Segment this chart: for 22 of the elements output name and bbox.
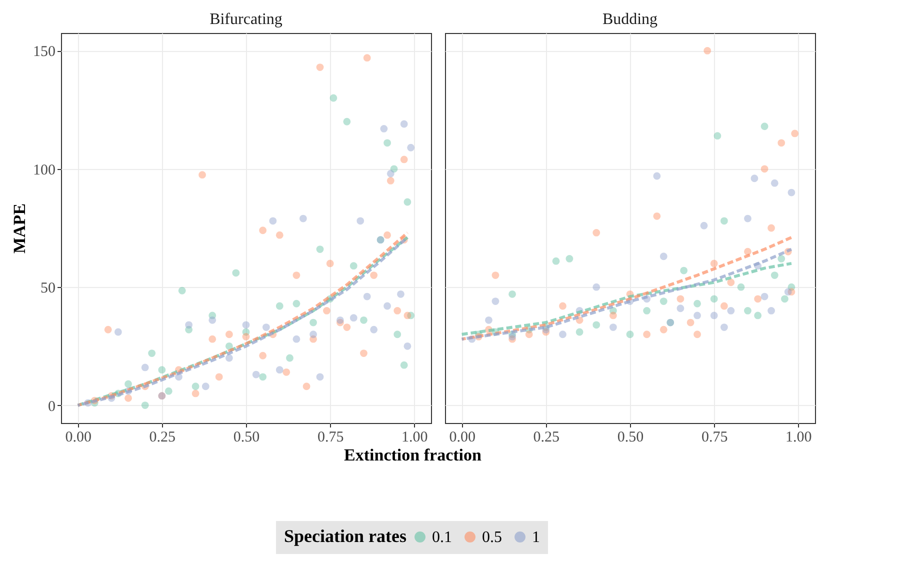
y-tick-label: 50 [40, 280, 56, 297]
y-axis-title: MAPE [10, 203, 29, 254]
x-tick-label: 0.00 [65, 430, 92, 446]
x-tick-label: 0.25 [533, 430, 560, 446]
x-tick-label: 0.75 [701, 430, 728, 446]
x-tick-label: 0.00 [449, 430, 476, 446]
x-tick-label: 0.75 [317, 430, 344, 446]
y-tick-label: 100 [33, 162, 56, 178]
legend-label: 1 [532, 529, 540, 546]
x-tick-label: 1.00 [402, 430, 428, 446]
chart-title: Budding [602, 11, 658, 28]
x-tick-label: 1.00 [786, 430, 812, 446]
y-tick-label: 0 [48, 398, 56, 415]
legend-label: 0.5 [482, 529, 502, 546]
x-axis-title: Extinction fraction [344, 446, 482, 464]
x-tick-label: 0.50 [617, 430, 644, 446]
legend-label: 0.1 [432, 529, 452, 546]
chart-title: Bifurcating [210, 11, 282, 28]
x-tick-label: 0.50 [233, 430, 260, 446]
x-tick-label: 0.25 [149, 430, 176, 446]
y-tick-label: 150 [33, 44, 56, 60]
legend-title: Speciation rates [284, 526, 406, 546]
